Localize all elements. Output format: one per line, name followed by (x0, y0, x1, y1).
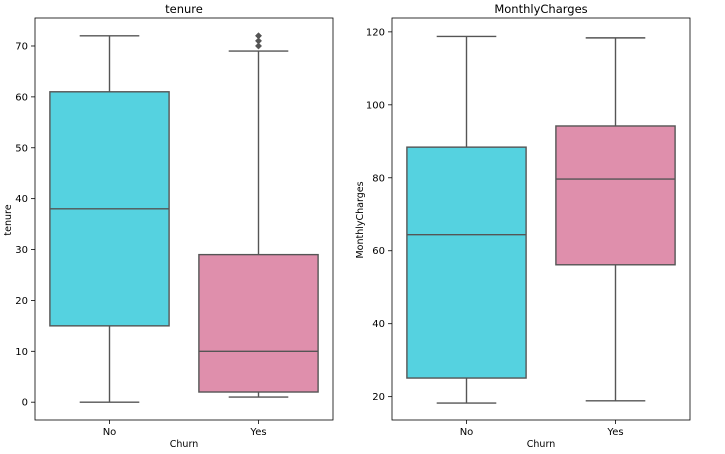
monthlycharges-y-tick-label: 20 (372, 392, 385, 403)
monthlycharges-no-box (406, 146, 527, 379)
monthlycharges-axes-frame (391, 17, 691, 421)
tenure-yes-outlier-point (254, 32, 263, 40)
tenure-y-tick-label: 0 (22, 398, 28, 409)
monthlycharges-yes-box (555, 125, 676, 266)
monthlycharges-x-tick-label-yes: Yes (606, 427, 623, 438)
tenure-x-tick-label-yes: Yes (249, 427, 266, 438)
tenure-y-tick-label: 10 (15, 347, 28, 358)
tenure-y-axis-label: tenure (3, 204, 14, 235)
tenure-x-tick-label-no: No (103, 427, 117, 438)
monthlycharges-plot-area: 20 40 60 80 100 120 No Yes (366, 27, 676, 438)
monthlycharges-y-tick-label: 100 (366, 100, 385, 111)
tenure-yes-outlier-point (254, 37, 263, 45)
tenure-axes-frame (34, 17, 334, 421)
tenure-y-tick-label: 30 (15, 245, 28, 256)
monthlycharges-y-tick-label: 120 (366, 27, 385, 38)
monthlycharges-boxplot-panel: MonthlyCharges Churn MonthlyCharges 20 40… (355, 2, 691, 450)
tenure-chart-title: tenure (165, 2, 203, 16)
tenure-y-tick-label: 40 (15, 194, 28, 205)
tenure-y-tick-label: 20 (15, 296, 28, 307)
tenure-y-tick-label: 50 (15, 143, 28, 154)
tenure-y-tick-label: 60 (15, 92, 28, 103)
monthlycharges-x-axis-label: Churn (527, 439, 555, 450)
monthlycharges-x-tick-label-no: No (460, 427, 474, 438)
monthlycharges-y-axis-label: MonthlyCharges (355, 181, 366, 258)
monthlycharges-y-tick-label: 80 (372, 173, 385, 184)
monthlycharges-chart-title: MonthlyCharges (494, 2, 587, 16)
monthlycharges-y-tick-label: 40 (372, 319, 385, 330)
tenure-yes-box (198, 253, 319, 393)
tenure-plot-area: 0 10 20 30 40 50 60 70 No Yes (15, 32, 319, 438)
tenure-boxplot-panel: tenure Churn tenure 0 10 20 30 40 50 60 70 No Yes (3, 2, 334, 450)
tenure-yes-outlier-point (254, 42, 263, 50)
tenure-x-axis-label: Churn (170, 439, 198, 450)
tenure-y-tick-label: 70 (15, 41, 28, 52)
monthlycharges-y-tick-label: 60 (372, 246, 385, 257)
